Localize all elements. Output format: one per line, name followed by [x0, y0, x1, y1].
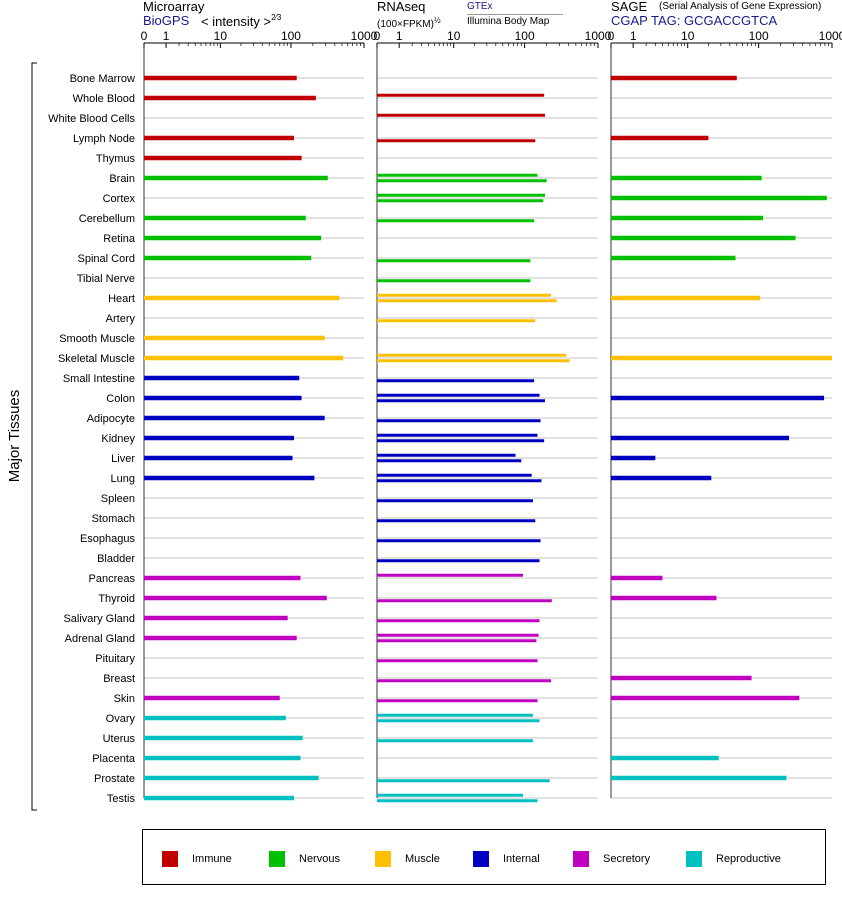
- legend-item-muscle: Muscle: [375, 850, 440, 867]
- tissue-label: Adrenal Gland: [65, 633, 135, 645]
- sage-subtitle: (Serial Analysis of Gene Expression): [659, 1, 822, 12]
- microarray-unit-exponent: 2⁄3: [271, 13, 282, 22]
- tick-label: 1000: [819, 29, 842, 43]
- tissue-label: Heart: [108, 293, 135, 305]
- tissue-label: Thyroid: [98, 593, 135, 605]
- tissue-label: Esophagus: [80, 533, 136, 545]
- rnaseq-unit-text: (100×FPKM): [377, 19, 434, 30]
- tissue-label: Lymph Node: [73, 133, 135, 145]
- tissue-label: Skeletal Muscle: [58, 353, 135, 365]
- legend-item-internal: Internal: [473, 850, 540, 867]
- y-axis-title: Major Tissues: [6, 390, 23, 483]
- legend-swatch: [269, 850, 285, 867]
- tissue-label: Spinal Cord: [78, 253, 135, 265]
- tissue-label: Lung: [111, 473, 135, 485]
- tick-label: 100: [515, 29, 535, 43]
- rnaseq-source-divider: [467, 14, 563, 15]
- legend-swatch: [375, 850, 391, 867]
- tissue-label: Breast: [103, 673, 135, 685]
- tick-label: 10: [214, 29, 228, 43]
- tick-label: 1: [163, 29, 170, 43]
- microarray-unit: < intensity >2⁄3: [201, 13, 281, 29]
- legend: Immune Nervous Muscle Internal Secretory…: [142, 829, 826, 885]
- legend-label: Immune: [192, 852, 232, 865]
- microarray-unit-text: < intensity >: [201, 14, 272, 29]
- tissue-label: Spleen: [101, 493, 135, 505]
- tissue-label: Cerebellum: [79, 213, 135, 225]
- tissue-label: Bone Marrow: [70, 73, 135, 85]
- tissue-label: Smooth Muscle: [59, 333, 135, 345]
- tissue-label: Pituitary: [95, 653, 135, 665]
- tissue-label: Kidney: [101, 433, 135, 445]
- legend-swatch: [686, 850, 702, 867]
- tissue-label: Cortex: [103, 193, 136, 205]
- tick-label: 0: [608, 29, 615, 43]
- legend-label: Nervous: [299, 852, 340, 865]
- tissue-label: Adipocyte: [87, 413, 135, 425]
- tissue-label: Liver: [111, 453, 135, 465]
- major-tissues-bracket: [31, 62, 37, 811]
- sage-title: SAGE: [611, 0, 648, 14]
- tissue-label: Brain: [109, 173, 135, 185]
- legend-label: Muscle: [405, 852, 440, 865]
- tissue-label: Bladder: [97, 553, 135, 565]
- tissue-label: Tibial Nerve: [77, 273, 135, 285]
- legend-label: Internal: [503, 852, 540, 865]
- bar-layer: [144, 75, 832, 803]
- tissue-label: Retina: [103, 233, 136, 245]
- tick-label: 0: [374, 29, 381, 43]
- legend-label: Secretory: [603, 852, 651, 865]
- tick-label: 1000: [351, 29, 378, 43]
- legend-item-immune: Immune: [162, 850, 232, 867]
- tissue-label: Artery: [106, 313, 136, 325]
- rnaseq-title: RNAseq: [377, 0, 426, 14]
- tissue-label: Testis: [107, 793, 136, 805]
- rnaseq-source-illumina: Illumina Body Map: [467, 16, 550, 27]
- legend-swatch: [573, 850, 589, 867]
- tick-label: 10: [447, 29, 461, 43]
- tick-label: 10: [681, 29, 695, 43]
- rnaseq-unit-exponent: ½: [433, 16, 441, 25]
- tissue-label: Uterus: [103, 733, 136, 745]
- tick-label: 100: [749, 29, 769, 43]
- legend-item-nervous: Nervous: [269, 850, 340, 867]
- tissue-label: Prostate: [94, 773, 135, 785]
- tissue-label: Skin: [114, 693, 135, 705]
- tissue-label: Placenta: [92, 753, 136, 765]
- tick-label: 0: [141, 29, 148, 43]
- tick-label: 1: [630, 29, 637, 43]
- tick-label: 1: [396, 29, 403, 43]
- tissue-label: Small Intestine: [63, 373, 135, 385]
- legend-swatch: [473, 850, 489, 867]
- legend-label: Reproductive: [716, 852, 781, 865]
- microarray-title: Microarray: [143, 0, 205, 14]
- legend-swatch: [162, 850, 178, 867]
- legend-item-secretory: Secretory: [573, 850, 650, 867]
- sage-tag: CGAP TAG: GCGACCGTCA: [611, 13, 778, 28]
- microarray-source: BioGPS: [143, 13, 190, 28]
- tick-label: 100: [281, 29, 301, 43]
- legend-item-reproductive: Reproductive: [686, 850, 781, 867]
- tissue-label: Thymus: [96, 153, 136, 165]
- tissue-label: Colon: [106, 393, 135, 405]
- tissue-label: Pancreas: [89, 573, 136, 585]
- tissue-label: Whole Blood: [73, 93, 135, 105]
- tissue-label: Ovary: [106, 713, 136, 725]
- tissue-label-layer: Bone Marrow Whole Blood White Blood Cells L…: [48, 73, 136, 805]
- tissue-label: Stomach: [92, 513, 135, 525]
- tissue-label: White Blood Cells: [48, 113, 135, 125]
- rnaseq-source-gtex: GTEx: [467, 1, 493, 12]
- tissue-label: Salivary Gland: [63, 613, 135, 625]
- axis-layer: 011010010000110100100001101001000: [141, 29, 842, 798]
- tick-label: 1000: [585, 29, 612, 43]
- rnaseq-unit: (100×FPKM)½: [377, 16, 441, 30]
